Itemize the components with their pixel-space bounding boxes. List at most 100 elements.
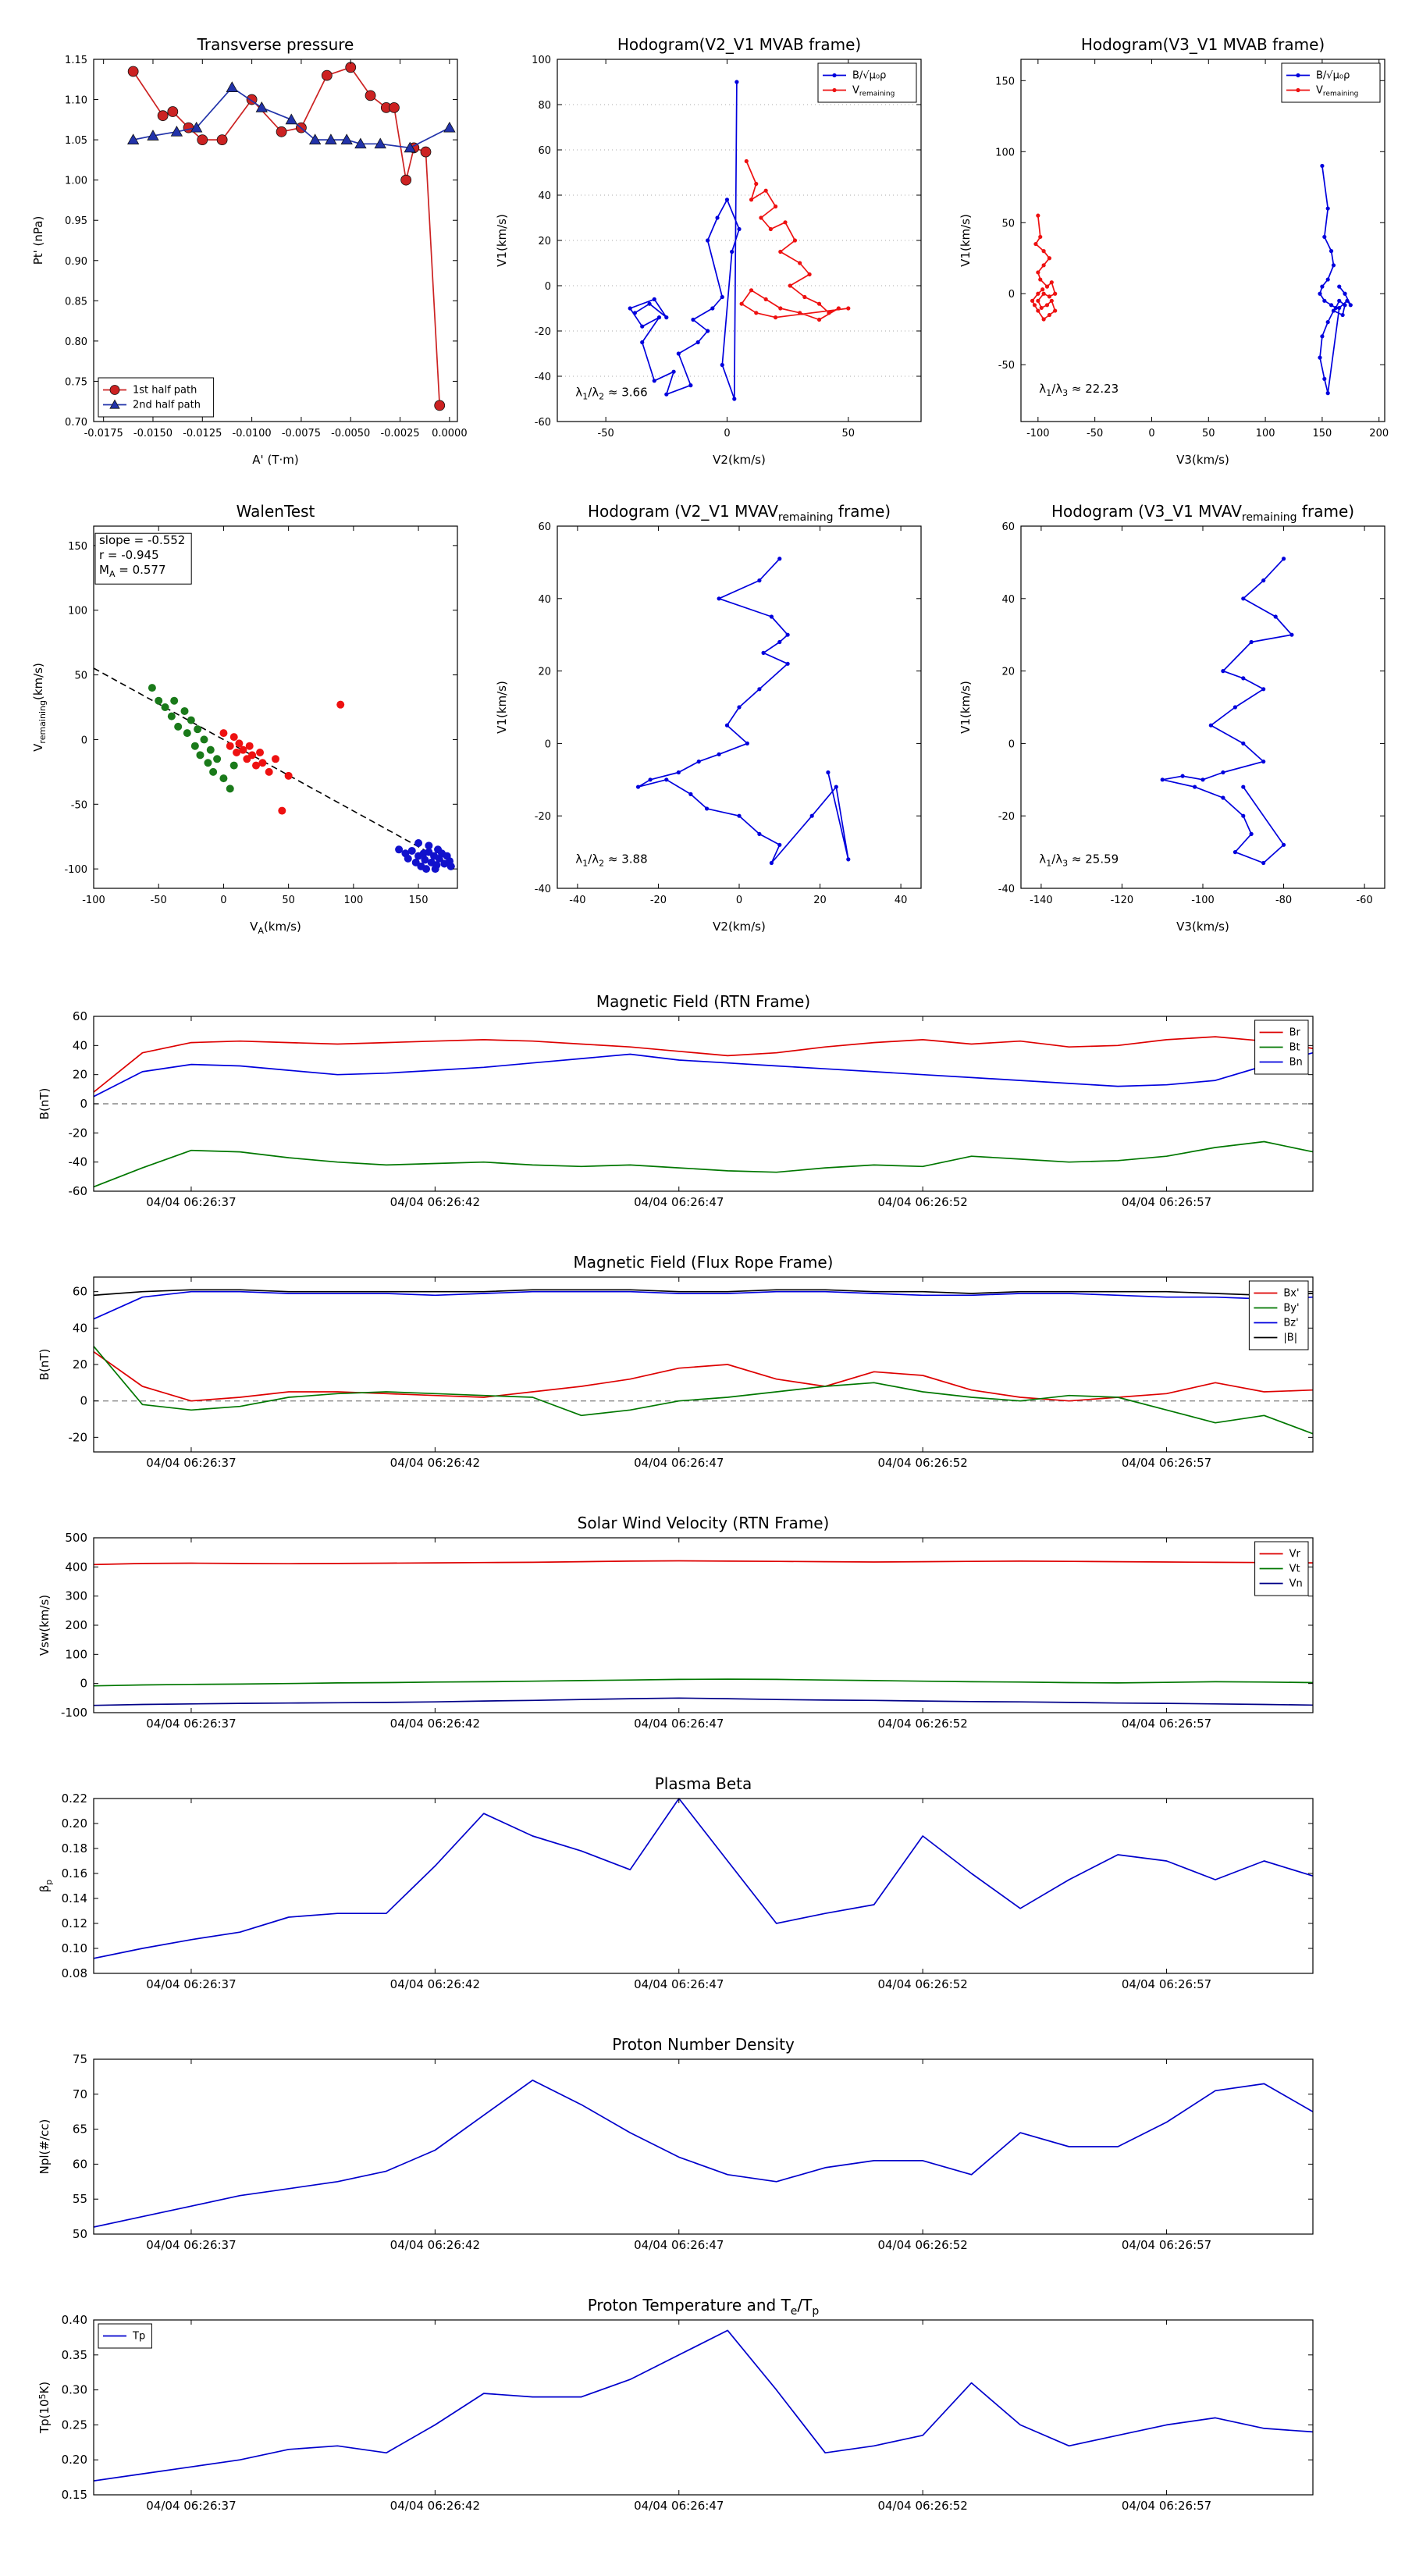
svg-text:0.16: 0.16 xyxy=(62,1866,87,1880)
svg-text:0: 0 xyxy=(1008,738,1015,750)
svg-text:slope = -0.552: slope = -0.552 xyxy=(99,533,185,547)
svg-text:04/04 06:26:52: 04/04 06:26:52 xyxy=(877,1717,967,1731)
svg-text:-100: -100 xyxy=(1191,895,1215,906)
svg-text:0.35: 0.35 xyxy=(62,2348,87,2362)
svg-text:-50: -50 xyxy=(598,428,614,439)
svg-text:0: 0 xyxy=(724,428,730,439)
svg-text:-20: -20 xyxy=(998,811,1015,823)
svg-text:20: 20 xyxy=(538,667,551,678)
svg-text:Vremaining​: Vremaining​ xyxy=(852,85,895,98)
svg-text:04/04 06:26:52: 04/04 06:26:52 xyxy=(877,1977,967,1991)
svg-text:-20: -20 xyxy=(535,811,551,823)
svg-text:V2(km/s): V2(km/s) xyxy=(713,920,766,934)
svg-text:04/04 06:26:57: 04/04 06:26:57 xyxy=(1122,1456,1211,1470)
chart-proton-number-density: 04/04 06:26:37 04/04 06:26:42 04/04 06:26:… xyxy=(0,2028,1405,2273)
chart-hodogram-v3v1-mvab: -100 -50 0 50 100 150 200 -50 0 50 100 150 Hodogram(… xyxy=(949,22,1402,478)
svg-text:04/04 06:26:47: 04/04 06:26:47 xyxy=(634,2238,724,2252)
svg-text:04/04 06:26:47: 04/04 06:26:47 xyxy=(634,1717,724,1731)
svg-text:0.20: 0.20 xyxy=(62,1816,87,1831)
svg-text:40: 40 xyxy=(538,190,551,202)
svg-text:Vremaining​(km/s): Vremaining​(km/s) xyxy=(31,663,48,752)
svg-text:0: 0 xyxy=(80,1394,87,1408)
svg-text:80: 80 xyxy=(538,100,551,112)
svg-text:04/04 06:26:47: 04/04 06:26:47 xyxy=(634,1456,724,1470)
svg-text:04/04 06:26:47: 04/04 06:26:47 xyxy=(634,1195,724,1209)
svg-text:04/04 06:26:57: 04/04 06:26:57 xyxy=(1122,1977,1211,1991)
svg-text:-0.0025: -0.0025 xyxy=(380,428,419,439)
svg-text:Magnetic Field (Flux Rope Fram: Magnetic Field (Flux Rope Frame) xyxy=(574,1253,834,1272)
svg-text:04/04 06:26:42: 04/04 06:26:42 xyxy=(390,2499,480,2513)
svg-text:75: 75 xyxy=(73,2052,87,2066)
svg-text:B/√μ₀ρ: B/√μ₀ρ xyxy=(1316,70,1350,82)
svg-text:-0.0075: -0.0075 xyxy=(282,428,321,439)
svg-text:0.80: 0.80 xyxy=(65,336,87,348)
svg-text:400: 400 xyxy=(65,1560,87,1574)
svg-text:Transverse pressure: Transverse pressure xyxy=(197,35,354,54)
svg-text:λ1​/λ3​ ≈ 22.23: λ1​/λ3​ ≈ 22.23 xyxy=(1039,382,1119,398)
svg-text:04/04 06:26:37: 04/04 06:26:37 xyxy=(146,1456,236,1470)
svg-text:V1(km/s): V1(km/s) xyxy=(959,214,973,267)
svg-text:|B|: |B| xyxy=(1283,1332,1297,1344)
svg-text:0.22: 0.22 xyxy=(62,1791,87,1806)
chart-hodogram-v2v1-mvav: -40 -20 0 20 40 -40 -20 0 20 40 60 Hodogram (V2_V1 … xyxy=(486,489,938,945)
svg-text:04/04 06:26:52: 04/04 06:26:52 xyxy=(877,1195,967,1209)
svg-text:0.70: 0.70 xyxy=(65,417,87,429)
svg-text:100: 100 xyxy=(532,55,551,66)
svg-text:1.15: 1.15 xyxy=(65,55,87,66)
svg-text:04/04 06:26:57: 04/04 06:26:57 xyxy=(1122,2499,1211,2513)
svg-text:1.10: 1.10 xyxy=(65,95,87,107)
chart-hodogram-v3v1-mvav: -140 -120 -100 -80 -60 -40 -20 0 20 40 60 Hodogram … xyxy=(949,489,1402,945)
svg-text:60: 60 xyxy=(538,145,551,157)
svg-text:V3(km/s): V3(km/s) xyxy=(1176,453,1229,467)
svg-text:04/04 06:26:37: 04/04 06:26:37 xyxy=(146,1717,236,1731)
svg-text:04/04 06:26:57: 04/04 06:26:57 xyxy=(1122,2238,1211,2252)
svg-text:20: 20 xyxy=(813,895,827,906)
svg-text:50: 50 xyxy=(1001,218,1015,229)
svg-text:Vsw(km/s): Vsw(km/s) xyxy=(37,1595,52,1656)
svg-text:Plasma Beta: Plasma Beta xyxy=(655,1774,752,1793)
svg-text:Br: Br xyxy=(1289,1027,1301,1039)
svg-text:20: 20 xyxy=(1001,667,1015,678)
svg-text:-100: -100 xyxy=(82,895,105,906)
svg-text:150: 150 xyxy=(1312,428,1332,439)
svg-text:04/04 06:26:52: 04/04 06:26:52 xyxy=(877,2499,967,2513)
svg-text:Vremaining​: Vremaining​ xyxy=(1316,85,1358,98)
svg-text:-20: -20 xyxy=(535,326,551,338)
svg-text:Bn: Bn xyxy=(1289,1057,1303,1069)
svg-text:V3(km/s): V3(km/s) xyxy=(1176,920,1229,934)
transverse-pressure-plot: -0.0175 -0.0150 -0.0125 -0.0100 -0.0075 -0.00… xyxy=(31,35,468,467)
svg-text:04/04 06:26:57: 04/04 06:26:57 xyxy=(1122,1195,1211,1209)
svg-text:0.15: 0.15 xyxy=(62,2488,87,2502)
svg-text:100: 100 xyxy=(1256,428,1275,439)
svg-text:04/04 06:26:42: 04/04 06:26:42 xyxy=(390,1456,480,1470)
svg-text:04/04 06:26:47: 04/04 06:26:47 xyxy=(634,1977,724,1991)
svg-text:0: 0 xyxy=(1008,289,1015,301)
svg-text:04/04 06:26:42: 04/04 06:26:42 xyxy=(390,1717,480,1731)
svg-text:Npl(#/cc): Npl(#/cc) xyxy=(37,2119,52,2175)
chart-solar-wind-velocity: 04/04 06:26:37 04/04 06:26:42 04/04 06:26:… xyxy=(0,1507,1405,1752)
chart-hodogram-v2v1-mvab: -50 0 50 -60 -40 -20 0 20 40 60 80 100 Hodogram(V2_V… xyxy=(486,22,938,478)
svg-text:-60: -60 xyxy=(69,1184,88,1198)
svg-text:-50: -50 xyxy=(71,799,87,811)
svg-text:04/04 06:26:37: 04/04 06:26:37 xyxy=(146,1977,236,1991)
svg-text:200: 200 xyxy=(65,1618,87,1632)
svg-text:40: 40 xyxy=(73,1038,87,1052)
svg-text:40: 40 xyxy=(73,1321,87,1335)
chart-proton-temperature: 04/04 06:26:37 04/04 06:26:42 04/04 06:26:… xyxy=(0,2289,1405,2534)
solar-wind-velocity-plot: 04/04 06:26:37 04/04 06:26:42 04/04 06:26:… xyxy=(37,1514,1314,1731)
svg-text:500: 500 xyxy=(65,1531,87,1545)
svg-text:-0.0100: -0.0100 xyxy=(233,428,272,439)
svg-text:20: 20 xyxy=(538,236,551,247)
svg-text:Hodogram (V2_V1 MVAVremaining​: Hodogram (V2_V1 MVAVremaining​ frame) xyxy=(588,502,891,524)
svg-text:B(nT): B(nT) xyxy=(37,1088,52,1120)
svg-text:04/04 06:26:37: 04/04 06:26:37 xyxy=(146,2499,236,2513)
svg-text:-50: -50 xyxy=(151,895,167,906)
svg-text:0: 0 xyxy=(545,281,551,293)
svg-text:0: 0 xyxy=(80,1677,87,1691)
svg-text:Vn: Vn xyxy=(1289,1578,1303,1590)
svg-text:-0.0050: -0.0050 xyxy=(331,428,370,439)
svg-text:04/04 06:26:52: 04/04 06:26:52 xyxy=(877,2238,967,2252)
svg-text:0.25: 0.25 xyxy=(62,2418,87,2432)
svg-text:0: 0 xyxy=(80,1097,87,1111)
svg-text:04/04 06:26:42: 04/04 06:26:42 xyxy=(390,2238,480,2252)
